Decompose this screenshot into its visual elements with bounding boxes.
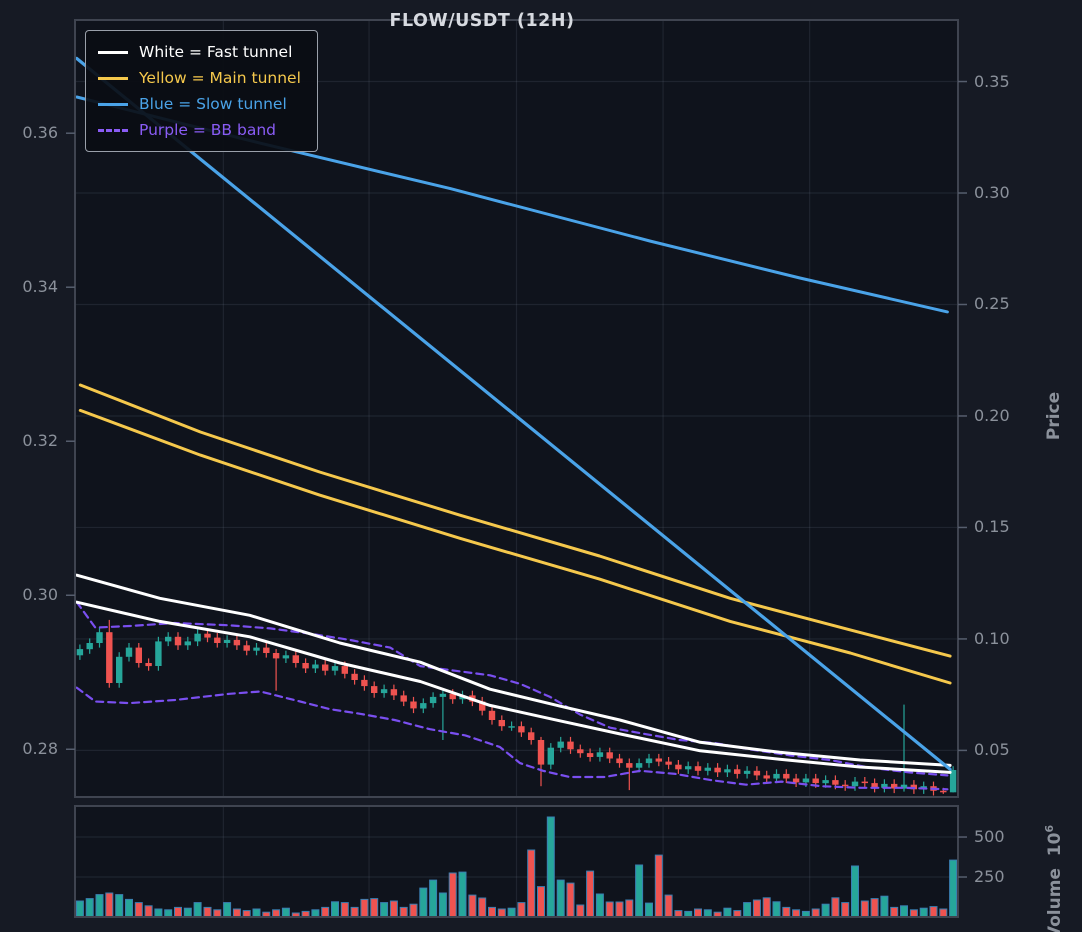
volume-axis-tick: 500	[974, 827, 1005, 847]
legend-swatch-icon	[98, 128, 128, 132]
right-axis-tick: 0.15	[974, 517, 1010, 537]
legend-item-1: Yellow = Main tunnel	[98, 65, 301, 91]
right-axis-tick: 0.35	[974, 71, 1010, 91]
legend-item-0: White = Fast tunnel	[98, 39, 301, 65]
volume-plot-area	[75, 806, 958, 917]
chart-title: FLOW/USDT (12H)	[389, 11, 575, 31]
bb-upper-line	[75, 601, 949, 777]
right-axis-tick: 0.25	[974, 294, 1010, 314]
legend-swatch-icon	[98, 50, 128, 54]
legend-label: White = Fast tunnel	[139, 43, 293, 61]
legend-item-2: Blue = Slow tunnel	[98, 91, 301, 117]
slow-tunnel-steep-line	[75, 56, 952, 771]
candlesticks	[76, 619, 957, 796]
main-tunnel-upper-line	[78, 383, 952, 658]
legend-item-3: Purple = BB band	[98, 117, 301, 143]
right-axis-tick: 0.30	[974, 183, 1010, 202]
bb-lower-line	[75, 686, 949, 791]
left-axis-tick: 0.32	[22, 431, 58, 451]
main-tunnel-lower-line	[78, 408, 952, 685]
left-axis-tick: 0.34	[22, 277, 58, 297]
volume-axis-label: Volume 106	[1043, 824, 1065, 932]
legend-label: Blue = Slow tunnel	[139, 95, 287, 113]
legend: White = Fast tunnel Yellow = Main tunnel B…	[85, 30, 318, 152]
legend-label: Yellow = Main tunnel	[139, 69, 301, 87]
right-axis-tick: 0.10	[974, 628, 1010, 648]
price-axis-label: Price	[1044, 391, 1064, 441]
left-axis-tick: 0.30	[22, 585, 58, 605]
right-axis-tick: 0.05	[974, 740, 1010, 760]
legend-swatch-icon	[98, 102, 128, 106]
fast-tunnel-lower-line	[75, 600, 952, 774]
volume-axis-tick: 250	[974, 867, 1005, 886]
left-axis-tick: 0.36	[22, 123, 58, 143]
legend-label: Purple = BB band	[139, 121, 276, 139]
volume-bars	[75, 816, 958, 918]
fast-tunnel-upper-line	[75, 573, 952, 767]
left-axis-tick: 0.28	[22, 739, 58, 759]
right-axis-tick: 0.20	[974, 405, 1010, 425]
legend-swatch-icon	[98, 76, 128, 80]
